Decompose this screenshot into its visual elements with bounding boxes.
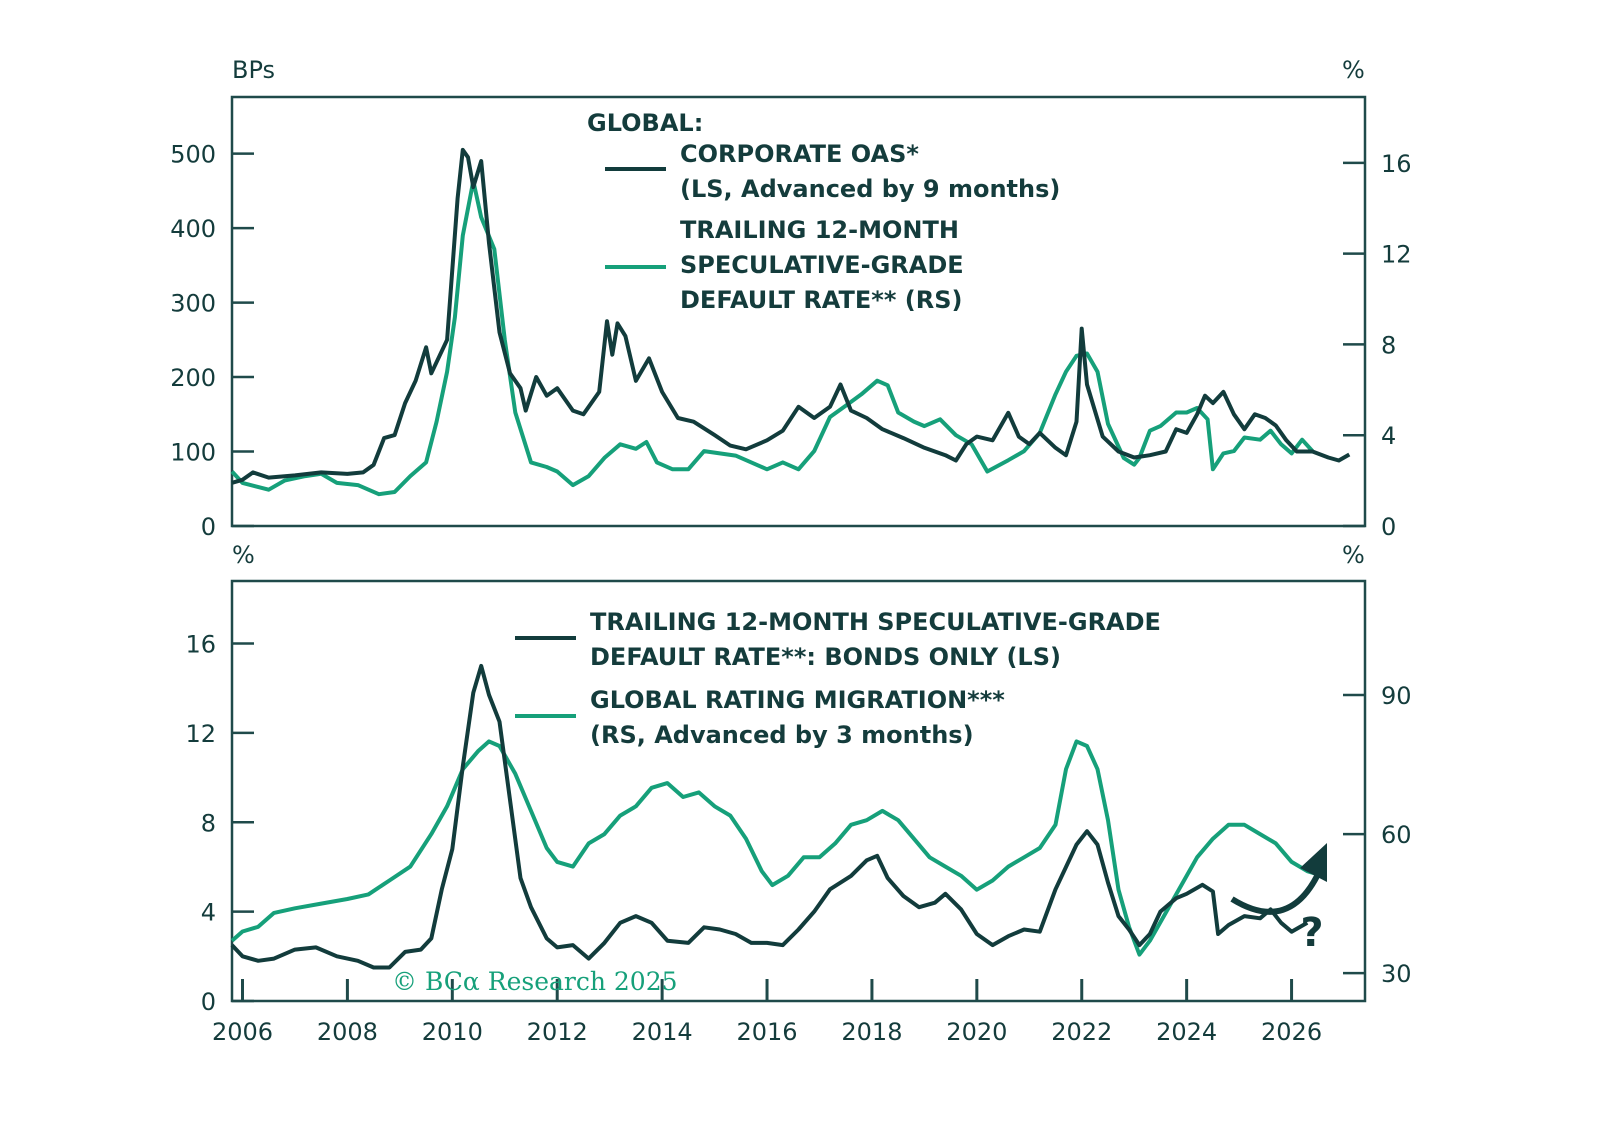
- bottom-plot-frame: [230, 579, 1367, 1003]
- bottom-left-axis: 0 4 8 12 16: [185, 631, 254, 1016]
- top-panel: BPs % 0 100 200 300 400 500 0 4 8 12 16 GLOBAL: C…: [170, 56, 1411, 541]
- legend-label-oas-sub: (LS, Advanced by 9 months): [680, 175, 1060, 203]
- left-tick-label: 0: [201, 988, 216, 1016]
- legend-label-migration-1: GLOBAL RATING MIGRATION***: [590, 686, 1005, 714]
- right-tick-label: 90: [1381, 682, 1412, 710]
- x-tick-label: 2016: [736, 1018, 797, 1046]
- forecast-annotation: ?: [1230, 843, 1327, 956]
- left-tick-label: 4: [201, 899, 216, 927]
- x-tick-label: 2022: [1051, 1018, 1112, 1046]
- left-tick-label: 16: [185, 631, 216, 659]
- x-tick-label: 2026: [1261, 1018, 1322, 1046]
- top-right-axis: 0 4 8 12 16: [1343, 150, 1412, 541]
- bottom-series: [230, 663, 1324, 970]
- right-tick-label: 0: [1381, 513, 1396, 541]
- top-right-unit: %: [1342, 56, 1365, 84]
- right-tick-label: 60: [1381, 821, 1412, 849]
- series-line-trailing-12-month: [230, 179, 1314, 497]
- left-tick-label: 0: [201, 513, 216, 541]
- right-tick-label: 8: [1381, 331, 1396, 359]
- right-tick-label: 16: [1381, 150, 1412, 178]
- series-line-global-rating-migration: [230, 739, 1324, 957]
- left-tick-label: 12: [185, 720, 216, 748]
- x-tick-label: 2020: [946, 1018, 1007, 1046]
- bottom-left-unit: %: [232, 541, 255, 569]
- x-tick-label: 2024: [1156, 1018, 1217, 1046]
- x-tick-label: 2012: [527, 1018, 588, 1046]
- legend-label-bonds-default-2: DEFAULT RATE**: BONDS ONLY (LS): [590, 643, 1061, 671]
- x-axis: 2006 2008 2010 2012 2014 2016 2018 2020 2022 2024…: [212, 979, 1322, 1046]
- right-tick-label: 30: [1381, 960, 1412, 988]
- right-tick-label: 12: [1381, 241, 1412, 269]
- legend-label-default-1: TRAILING 12-MONTH: [680, 216, 959, 244]
- left-tick-label: 200: [170, 364, 216, 392]
- left-tick-label: 500: [170, 141, 216, 169]
- top-left-axis: 0 100 200 300 400 500: [170, 141, 254, 541]
- x-tick-label: 2018: [841, 1018, 902, 1046]
- legend-label-default-3: DEFAULT RATE** (RS): [680, 286, 962, 314]
- bottom-legend: TRAILING 12-MONTH SPECULATIVE-GRADE DEFA…: [515, 608, 1161, 749]
- x-tick-label: 2014: [632, 1018, 693, 1046]
- top-series: [230, 147, 1351, 497]
- legend-label-migration-2: (RS, Advanced by 3 months): [590, 721, 974, 749]
- bottom-right-axis: 30 60 90: [1343, 682, 1412, 988]
- legend-label-default-2: SPECULATIVE-GRADE: [680, 251, 964, 279]
- question-mark: ?: [1300, 910, 1323, 956]
- watermark: © BCα Research 2025: [392, 967, 678, 996]
- x-tick-label: 2008: [317, 1018, 378, 1046]
- x-tick-label: 2010: [422, 1018, 483, 1046]
- left-tick-label: 400: [170, 215, 216, 243]
- x-tick-label: 2006: [212, 1018, 273, 1046]
- legend-heading: GLOBAL:: [587, 109, 703, 137]
- legend-label-oas: CORPORATE OAS*: [680, 140, 919, 168]
- bottom-right-unit: %: [1342, 541, 1365, 569]
- top-legend: GLOBAL: CORPORATE OAS* (LS, Advanced by …: [587, 109, 1060, 314]
- top-left-unit: BPs: [232, 56, 275, 84]
- right-tick-label: 4: [1381, 422, 1396, 450]
- curved-arrow-icon: [1230, 868, 1323, 915]
- series-line-trailing-12-month-speculative-grade: [230, 663, 1309, 970]
- left-tick-label: 300: [170, 290, 216, 318]
- arrow-head-icon: [1300, 843, 1327, 882]
- legend-label-bonds-default-1: TRAILING 12-MONTH SPECULATIVE-GRADE: [590, 608, 1161, 636]
- left-tick-label: 8: [201, 809, 216, 837]
- series-line-corporate-oas: [231, 147, 1351, 485]
- left-tick-label: 100: [170, 439, 216, 467]
- top-plot-frame: [230, 95, 1367, 528]
